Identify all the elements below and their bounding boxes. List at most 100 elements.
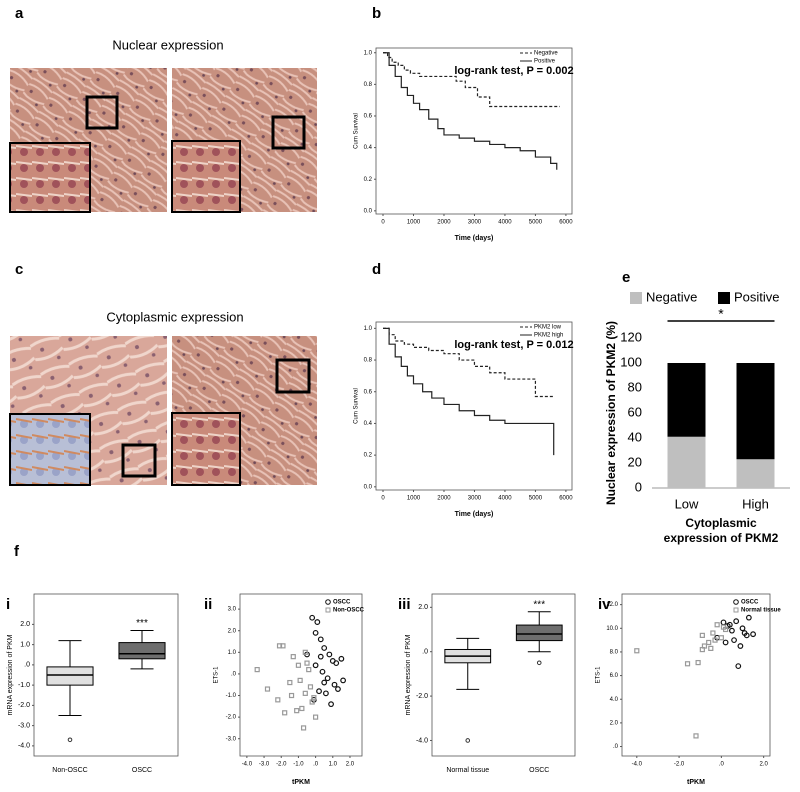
annotation: * [718, 306, 724, 322]
y-axis-label: ETS-1 [214, 666, 220, 684]
plot-frame [621, 593, 771, 757]
legend-label: Normal tissue [741, 608, 781, 614]
bar-segment [667, 436, 706, 488]
legend-label: Non-OSCC [333, 608, 365, 614]
point [302, 690, 308, 696]
x-tick-label: -4.0 [632, 762, 643, 768]
y-tick-label: 2.0 [610, 720, 619, 726]
point [710, 630, 716, 636]
point [745, 614, 752, 621]
x-tick-label: 2000 [437, 220, 451, 226]
point [338, 655, 345, 662]
point [294, 708, 300, 714]
point [712, 637, 718, 643]
panel-label: a [15, 5, 24, 22]
y-tick-label: 1.0 [364, 326, 373, 332]
x-tick-label: Non-OSCC [52, 767, 87, 774]
point [701, 643, 708, 649]
y-tick-label: -2.0 [416, 693, 428, 700]
point [309, 614, 316, 621]
y-tick-label: 10.0 [606, 626, 618, 632]
point [317, 653, 324, 660]
survival-curve [383, 52, 558, 170]
y-axis-label: Cum Survival [354, 113, 360, 149]
point [304, 660, 310, 666]
box [118, 642, 166, 660]
point [314, 619, 321, 625]
point [290, 654, 296, 660]
x-tick-label: High [742, 496, 769, 511]
y-axis-label: Cum Survival [354, 388, 360, 424]
point [735, 663, 742, 670]
legend-swatch [325, 607, 331, 613]
point [684, 661, 691, 667]
point [699, 632, 705, 638]
legend-label: PKM2 high [534, 333, 563, 339]
legend-label: PKM2 low [534, 325, 562, 331]
annotation: *** [533, 599, 545, 610]
x-tick-label: 4000 [498, 220, 512, 226]
y-tick-label: .0 [613, 744, 619, 750]
box [515, 624, 563, 642]
x-tick-label: 2.0 [346, 762, 355, 768]
point [264, 686, 271, 692]
image-title: Nuclear expression [112, 37, 223, 52]
y-tick-label: .0 [422, 649, 428, 656]
panel-label: ii [204, 596, 212, 613]
y-tick-label: 0.8 [364, 358, 373, 364]
point [333, 660, 340, 667]
legend-label: OSCC [333, 600, 351, 606]
point [313, 714, 319, 720]
y-tick-label: -2.0 [18, 702, 30, 709]
point [708, 645, 714, 651]
survival-curve [383, 327, 555, 456]
legend-swatch [630, 292, 642, 304]
survival-curve [383, 52, 560, 108]
point [309, 699, 315, 705]
point [323, 690, 329, 697]
inset [171, 412, 241, 486]
y-tick-label: 1.0 [228, 650, 237, 656]
point [714, 622, 720, 628]
legend-label: Positive [534, 59, 556, 65]
x-tick-label: 4000 [498, 496, 512, 502]
point [312, 629, 319, 636]
panel-label: e [622, 269, 630, 286]
y-tick-label: 0.2 [364, 177, 373, 183]
roi-box [85, 95, 119, 130]
legend-swatch [718, 292, 730, 304]
x-axis-label: Cytoplasmic [685, 516, 757, 530]
y-tick-label: 2.0 [418, 604, 428, 611]
legend-label: Negative [646, 289, 697, 304]
point [693, 733, 699, 739]
y-tick-label: -1.0 [226, 693, 237, 699]
y-tick-label: 1.0 [364, 50, 373, 56]
x-tick-label: -2.0 [674, 762, 685, 768]
point [737, 643, 744, 649]
x-tick-label: 1.0 [329, 762, 338, 768]
y-tick-label: 60 [628, 404, 642, 419]
point [335, 686, 341, 692]
point [731, 637, 737, 644]
x-tick-label: 5000 [529, 496, 543, 502]
panel-label: iii [398, 596, 411, 613]
point [634, 648, 640, 654]
y-tick-label: 0.4 [364, 421, 373, 427]
point [331, 681, 338, 688]
legend-swatch [325, 599, 331, 605]
point [726, 621, 733, 628]
x-tick-label: Normal tissue [446, 767, 489, 774]
point [306, 666, 312, 673]
panel-label: i [6, 596, 10, 613]
point [328, 701, 334, 708]
x-tick-label: .0 [313, 762, 319, 768]
y-tick-label: 2.0 [228, 628, 237, 634]
x-axis-label: tPKM [292, 779, 310, 786]
inset [171, 140, 241, 213]
outlier [67, 737, 73, 743]
panel-label: iv [598, 596, 611, 613]
point [295, 662, 302, 668]
x-tick-label: 2.0 [759, 762, 768, 768]
point [297, 677, 303, 684]
